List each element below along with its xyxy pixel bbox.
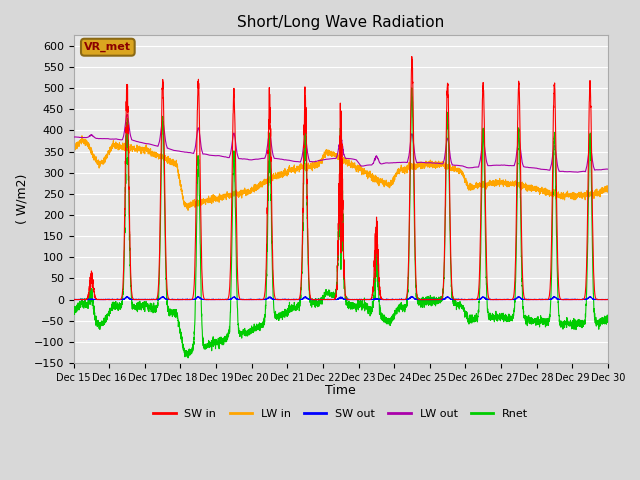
Title: Short/Long Wave Radiation: Short/Long Wave Radiation (237, 15, 444, 30)
Text: VR_met: VR_met (84, 42, 131, 52)
X-axis label: Time: Time (325, 384, 356, 397)
Y-axis label: ( W/m2): ( W/m2) (15, 174, 28, 224)
Legend: SW in, LW in, SW out, LW out, Rnet: SW in, LW in, SW out, LW out, Rnet (149, 404, 532, 423)
